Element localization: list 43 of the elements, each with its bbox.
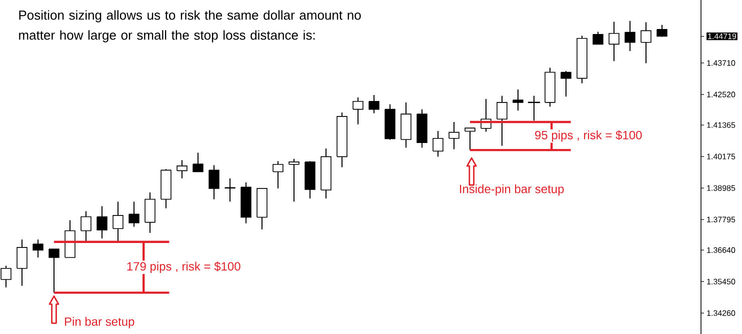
candlestick bbox=[48, 248, 60, 294]
candlestick bbox=[80, 210, 92, 242]
candlestick bbox=[640, 22, 652, 64]
candlestick bbox=[96, 206, 108, 239]
candlestick bbox=[16, 239, 28, 286]
candlestick bbox=[208, 164, 220, 200]
y-tick-label: 1.35450 bbox=[707, 278, 736, 284]
candlestick bbox=[0, 265, 12, 288]
y-tick-label: 1.41365 bbox=[707, 122, 736, 128]
candlestick bbox=[512, 88, 524, 112]
annotation: Pin bar setup bbox=[65, 317, 134, 328]
y-tick-label: 1.40175 bbox=[707, 154, 736, 160]
candlestick bbox=[432, 130, 444, 158]
candlestick bbox=[560, 70, 572, 98]
annotation: 95 pips , risk = $100 bbox=[535, 130, 642, 142]
candlestick bbox=[272, 160, 284, 189]
y-tick-label: 1.36640 bbox=[707, 247, 736, 253]
candlestick bbox=[496, 95, 508, 146]
candlestick bbox=[352, 96, 364, 125]
y-tick-label: 1.42520 bbox=[707, 92, 736, 98]
candlestick bbox=[32, 239, 44, 258]
y-tick-label: 1.43710 bbox=[707, 60, 736, 66]
candlestick bbox=[464, 128, 476, 151]
candlestick bbox=[624, 20, 636, 52]
candlestick bbox=[144, 192, 156, 234]
annotation: 179 pips , risk = $100 bbox=[127, 262, 240, 273]
candlestick bbox=[224, 178, 236, 202]
candlestick bbox=[448, 122, 460, 150]
candlestick bbox=[592, 31, 604, 45]
candlestick bbox=[176, 160, 188, 179]
annotation: Inside-pin bar setup bbox=[460, 184, 564, 196]
candlestick bbox=[192, 152, 204, 172]
candlestick bbox=[288, 158, 300, 202]
y-tick-label: 1.38985 bbox=[707, 185, 736, 191]
candlestick bbox=[128, 201, 140, 228]
candlestick bbox=[656, 24, 668, 38]
candlestick bbox=[112, 201, 124, 242]
y-tick-label: 1.44719 bbox=[708, 33, 736, 40]
candlestick bbox=[608, 21, 620, 62]
candlestick bbox=[368, 94, 380, 114]
y-tick-label: 1.34260 bbox=[707, 310, 736, 316]
y-tick-label: 1.37795 bbox=[707, 216, 736, 222]
text: Position sizing allows us to risk the same dollar amount no matter how large or small the stop loss distance is: bbox=[19, 10, 361, 42]
